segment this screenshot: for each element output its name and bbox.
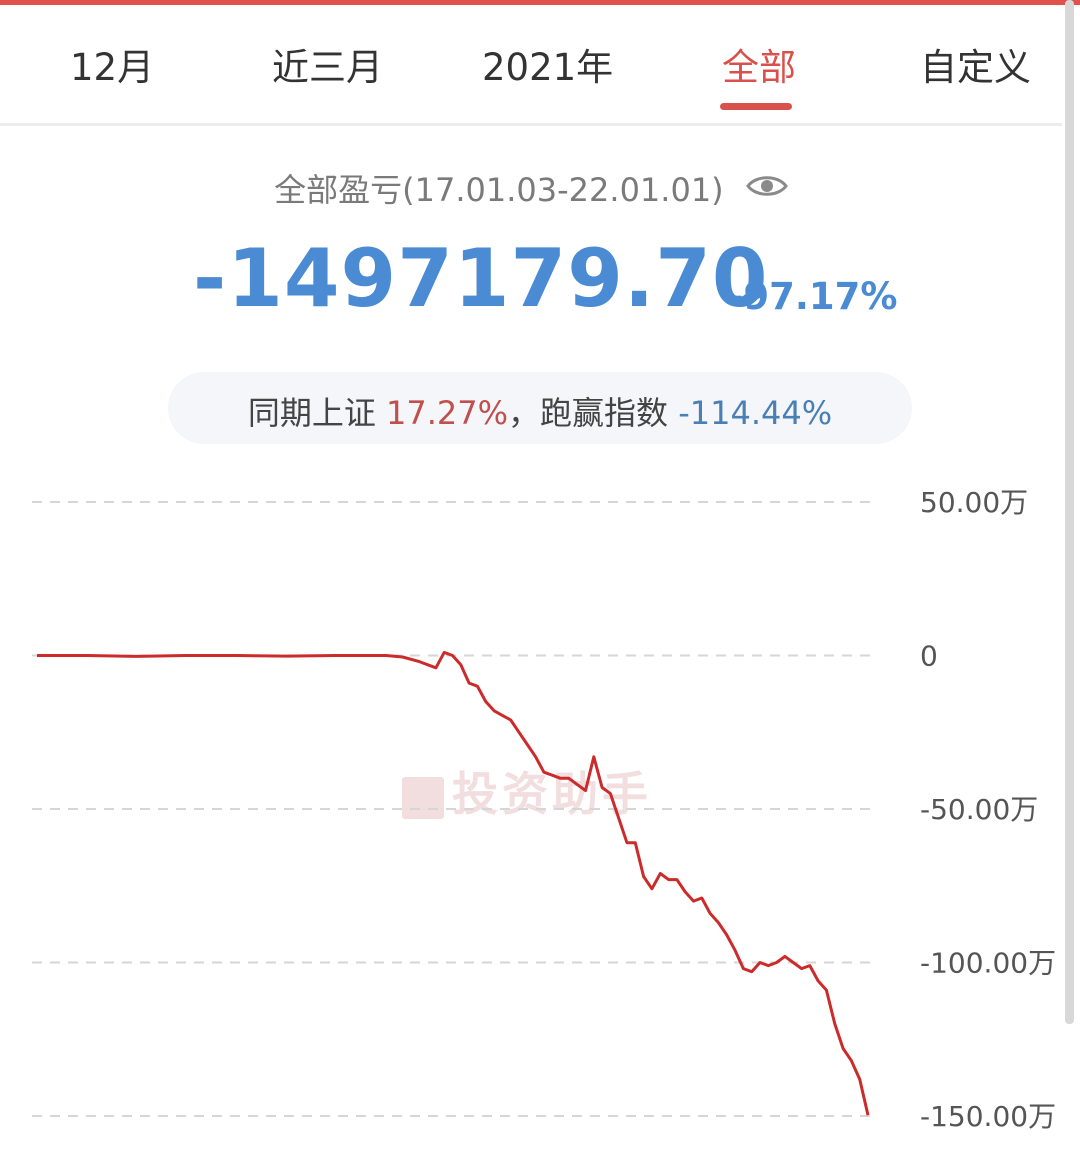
y-tick-label: 50.00万 xyxy=(920,486,1028,519)
eye-icon[interactable] xyxy=(745,170,788,208)
tab-last-three-months[interactable]: 近三月 xyxy=(272,46,383,89)
shanghai-index-return: 17.27% xyxy=(386,394,509,432)
watermark: 投资助手 xyxy=(402,758,652,824)
tab-12-month[interactable]: 12月 xyxy=(70,46,155,89)
watermark-logo-icon xyxy=(402,776,444,819)
tab-custom[interactable]: 自定义 xyxy=(920,46,1031,89)
period-tab-bar: 12月 近三月 2021年 全部 自定义 xyxy=(0,5,1062,126)
total-pnl-value: -1497179.70 xyxy=(193,232,769,325)
y-tick-label: -100.00万 xyxy=(920,947,1056,980)
y-tick-label: -150.00万 xyxy=(920,1100,1056,1133)
top-accent-bar xyxy=(0,0,1080,5)
y-tick-label: -50.00万 xyxy=(920,793,1038,826)
tab-all[interactable]: 全部 xyxy=(722,46,796,89)
total-pnl-percent: -97.17% xyxy=(728,275,898,318)
pnl-series-line xyxy=(37,650,870,1116)
active-tab-indicator xyxy=(720,103,792,110)
compare-prefix: 同期上证 xyxy=(247,394,387,432)
tab-2021[interactable]: 2021年 xyxy=(482,46,614,89)
compare-middle: ，跑赢指数 xyxy=(508,394,679,432)
summary-header: 全部盈亏(17.01.03-22.01.01) xyxy=(0,165,1062,211)
benchmark-compare-text: 同期上证 17.27%，跑赢指数 -114.44% xyxy=(168,388,912,434)
benchmark-compare-pill: 同期上证 17.27%，跑赢指数 -114.44% xyxy=(168,372,912,444)
beat-index-value: -114.44% xyxy=(678,394,833,432)
period-pnl-label: 全部盈亏(17.01.03-22.01.01) xyxy=(274,171,724,209)
y-tick-label: 0 xyxy=(920,640,938,673)
scrollbar[interactable] xyxy=(1065,0,1074,1024)
